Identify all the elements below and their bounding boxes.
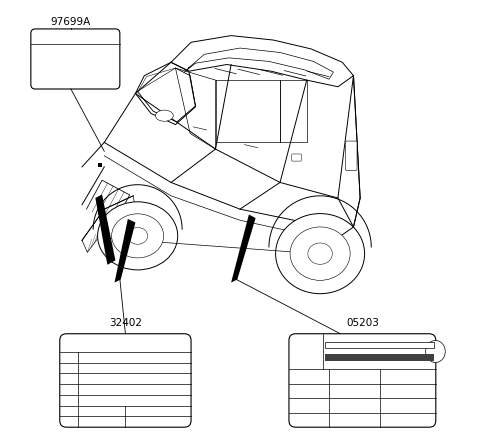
Bar [325,343,434,348]
Ellipse shape [290,227,350,280]
FancyBboxPatch shape [60,334,191,427]
Ellipse shape [308,243,332,264]
Ellipse shape [112,214,164,258]
Polygon shape [231,214,255,283]
Polygon shape [96,194,115,265]
Ellipse shape [156,110,173,121]
Text: 05203: 05203 [346,319,379,328]
FancyBboxPatch shape [346,141,357,170]
Ellipse shape [97,202,178,270]
FancyBboxPatch shape [292,154,301,161]
Ellipse shape [128,227,148,244]
FancyBboxPatch shape [31,29,120,89]
Bar [98,163,103,167]
Polygon shape [115,219,135,283]
Ellipse shape [426,340,445,363]
Ellipse shape [276,214,365,294]
Circle shape [97,200,102,205]
Text: 32402: 32402 [109,319,142,328]
Bar [325,354,434,361]
Text: 97699A: 97699A [51,17,91,27]
FancyBboxPatch shape [289,334,436,427]
